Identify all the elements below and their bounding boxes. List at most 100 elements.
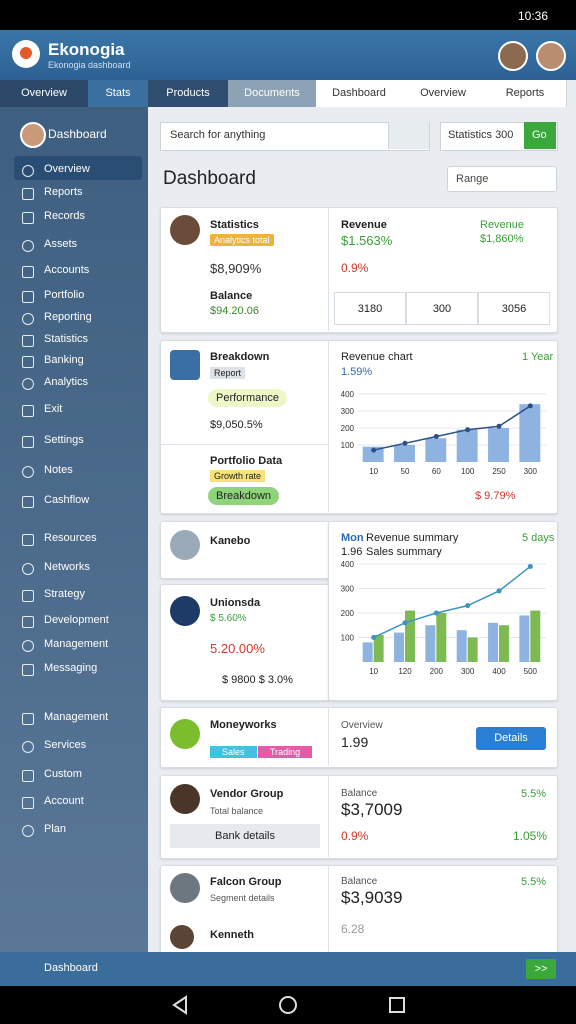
nav-item[interactable]: Development — [44, 614, 109, 626]
nav-item[interactable]: Assets — [44, 238, 78, 250]
text: 1.99 — [341, 734, 369, 750]
nav-item[interactable]: Notes — [44, 464, 73, 476]
search-box[interactable] — [160, 122, 430, 151]
divider — [328, 707, 329, 766]
x-tick-label: 500 — [524, 667, 538, 676]
icon — [170, 596, 200, 626]
cell: 3180 — [334, 292, 406, 325]
nav-item[interactable]: Banking — [44, 354, 84, 366]
text: $1.563% — [341, 233, 393, 248]
go-button[interactable] — [524, 122, 556, 149]
page-title: Dashboard — [163, 168, 256, 189]
chip[interactable]: Trading — [258, 746, 313, 758]
chart: 100 200 300 400 10 120 200 300 400 500 — [341, 560, 546, 676]
chip[interactable]: Performance — [208, 389, 287, 407]
nav-item[interactable]: Resources — [44, 532, 97, 544]
point — [402, 440, 408, 446]
tab[interactable]: Products — [148, 80, 229, 107]
select[interactable] — [447, 166, 557, 192]
recents[interactable] — [389, 997, 405, 1013]
chip[interactable]: Sales — [210, 746, 257, 758]
tab[interactable]: Overview — [402, 80, 485, 107]
nav-icon — [22, 496, 34, 508]
nav-item[interactable]: Plan — [44, 823, 67, 835]
nav-item[interactable]: Messaging — [44, 662, 98, 674]
text: $8,909% — [210, 261, 262, 276]
button[interactable]: Details — [476, 727, 546, 750]
search-icon[interactable] — [388, 122, 429, 149]
nav-item[interactable]: Account — [44, 795, 84, 807]
nav-icon — [22, 240, 34, 252]
point — [527, 403, 533, 409]
nav-item[interactable]: Networks — [44, 561, 90, 573]
x-tick-label: 50 — [401, 467, 410, 476]
nav-item[interactable]: Accounts — [44, 264, 90, 276]
bar — [394, 445, 415, 462]
tab[interactable]: Documents — [228, 80, 317, 107]
clock: 10:36 — [518, 9, 549, 23]
text: Breakdown — [210, 351, 270, 363]
nav-item[interactable]: Overview — [44, 163, 90, 175]
nav-item[interactable]: Exit — [44, 403, 63, 415]
nav-item[interactable]: Services — [44, 739, 87, 751]
bar — [499, 625, 509, 662]
button[interactable]: Bank details — [170, 824, 320, 848]
y-tick-label: 100 — [341, 441, 355, 450]
chip[interactable]: Breakdown — [208, 487, 280, 505]
nav-icon — [22, 378, 34, 390]
nav-item[interactable]: Settings — [44, 434, 84, 446]
header — [0, 30, 576, 80]
point — [371, 635, 377, 640]
nav-item[interactable]: Portfolio — [44, 289, 85, 301]
bar — [394, 632, 404, 662]
point — [371, 447, 377, 453]
point — [433, 610, 439, 616]
back[interactable] — [172, 995, 187, 1015]
tab[interactable]: Stats — [88, 80, 149, 107]
divider — [328, 865, 329, 952]
home[interactable] — [279, 996, 297, 1014]
nav-item[interactable]: Cashflow — [44, 494, 90, 506]
nav-icon — [22, 466, 34, 478]
nav-item[interactable]: Strategy — [44, 588, 85, 600]
text: Revenue — [341, 219, 387, 231]
nav-item[interactable]: Reporting — [44, 311, 92, 323]
avatar[interactable] — [498, 41, 528, 71]
icon — [170, 350, 200, 380]
text: 0.9% — [341, 829, 369, 843]
go-button[interactable]: Go — [532, 129, 547, 141]
button[interactable]: >> — [526, 959, 556, 979]
y-tick-label: 200 — [341, 609, 355, 618]
nav-icon — [22, 436, 34, 448]
nav-icon — [22, 616, 34, 628]
avatar[interactable] — [536, 41, 566, 71]
divider — [328, 340, 329, 512]
text: Moneyworks — [210, 719, 277, 731]
nav-item[interactable]: Analytics — [44, 376, 89, 388]
nav-item[interactable]: Statistics — [44, 333, 89, 345]
point — [496, 423, 502, 429]
badge: Growth rate — [210, 470, 266, 482]
nav-item[interactable]: Management — [44, 711, 109, 723]
nav-item[interactable]: Custom — [44, 768, 82, 780]
app-title: Ekonogia — [48, 40, 125, 59]
x-tick-label: 60 — [432, 467, 441, 476]
nav-item[interactable]: Reports — [44, 186, 83, 198]
tab[interactable]: Dashboard — [316, 80, 403, 107]
line — [373, 405, 531, 451]
nav-icon — [22, 405, 34, 417]
nav-item[interactable]: Records — [44, 210, 85, 222]
bar — [488, 622, 498, 662]
nav-bar — [0, 986, 576, 1024]
point — [496, 588, 502, 594]
tab[interactable]: Reports — [484, 80, 567, 107]
text: $3,7009 — [341, 800, 403, 819]
text: $ 9800 $ 3.0% — [222, 674, 293, 686]
text: 1.59% — [341, 366, 373, 378]
logo-mark — [20, 47, 32, 59]
nav-item[interactable]: Management — [44, 638, 109, 650]
avatar — [170, 530, 200, 560]
text: Kenneth — [210, 929, 254, 941]
tab[interactable]: Overview — [0, 80, 89, 107]
nav-icon — [22, 313, 34, 325]
